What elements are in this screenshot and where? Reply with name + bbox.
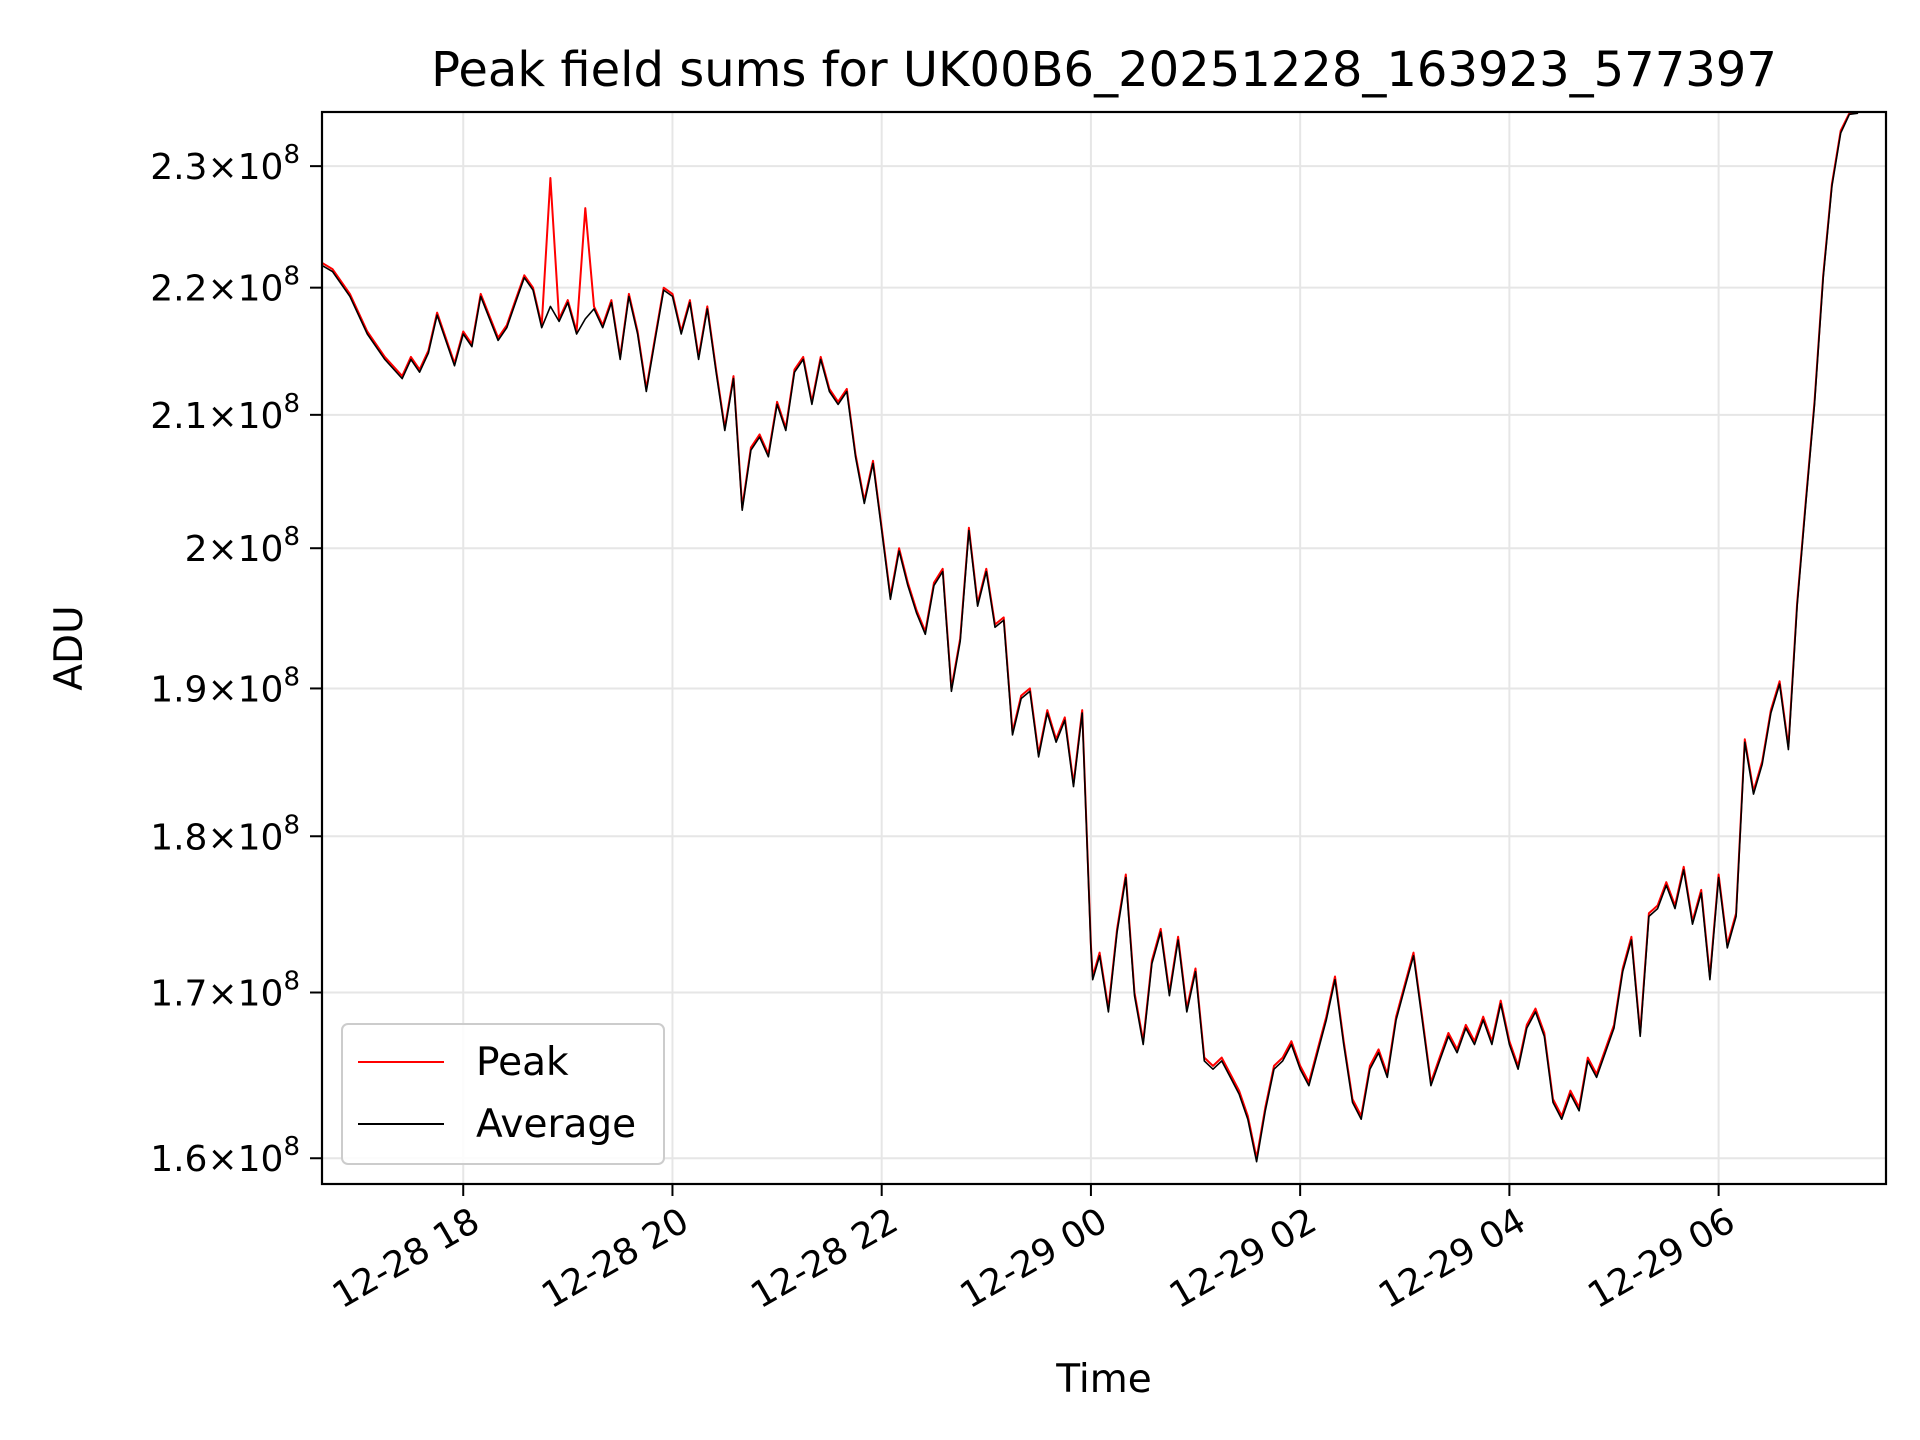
y-tick-exponent: 8 xyxy=(283,389,300,419)
y-tick-mantissa: 2 xyxy=(185,529,208,570)
legend-box xyxy=(341,1023,665,1165)
y-tick-label: 2.1×108 xyxy=(150,389,300,437)
y-tick-mantissa: 2.1 xyxy=(150,396,207,437)
y-tick-times: × xyxy=(207,817,237,858)
x-axis-label: Time xyxy=(1055,1357,1151,1402)
y-tick-label: 2×108 xyxy=(185,522,300,570)
y-tick-times: × xyxy=(207,269,237,310)
y-tick-base: 10 xyxy=(238,269,284,310)
y-tick-base: 10 xyxy=(238,669,284,710)
y-tick-base: 10 xyxy=(238,1139,284,1180)
y-tick-base: 10 xyxy=(238,529,284,570)
y-tick-exponent: 8 xyxy=(283,1132,300,1162)
y-tick-label: 1.6×108 xyxy=(150,1132,300,1180)
y-tick-base: 10 xyxy=(238,817,284,858)
y-axis: 1.6×1081.7×1081.8×1081.9×1082×1082.1×108… xyxy=(150,140,322,1180)
y-tick-exponent: 8 xyxy=(283,522,300,552)
y-tick-times: × xyxy=(207,974,237,1015)
series-line-average xyxy=(322,112,1859,1163)
series-layer xyxy=(322,112,1859,1163)
y-tick-mantissa: 1.9 xyxy=(150,669,207,710)
y-tick-exponent: 8 xyxy=(283,810,300,840)
y-tick-label: 2.3×108 xyxy=(150,140,300,188)
y-tick-label: 1.9×108 xyxy=(150,662,300,710)
y-tick-times: × xyxy=(207,669,237,710)
legend-label-peak: Peak xyxy=(476,1040,569,1085)
y-tick-exponent: 8 xyxy=(283,140,300,170)
y-tick-exponent: 8 xyxy=(283,662,300,692)
y-tick-base: 10 xyxy=(238,147,284,188)
y-tick-base: 10 xyxy=(238,974,284,1015)
y-tick-exponent: 8 xyxy=(283,967,300,997)
y-axis-label: ADU xyxy=(47,605,92,690)
chart-title: Peak field sums for UK00B6_20251228_1639… xyxy=(431,42,1777,98)
y-tick-label: 1.7×108 xyxy=(150,967,300,1015)
y-tick-times: × xyxy=(207,529,237,570)
y-tick-times: × xyxy=(207,396,237,437)
y-tick-mantissa: 1.8 xyxy=(150,817,207,858)
y-tick-label: 1.8×108 xyxy=(150,810,300,858)
grid xyxy=(322,112,1886,1184)
y-tick-mantissa: 2.3 xyxy=(150,147,207,188)
y-tick-times: × xyxy=(207,147,237,188)
y-tick-mantissa: 1.7 xyxy=(150,974,207,1015)
legend-label-average: Average xyxy=(476,1102,636,1147)
plot-frame xyxy=(320,110,1888,1186)
y-tick-mantissa: 1.6 xyxy=(150,1139,207,1180)
y-tick-exponent: 8 xyxy=(283,262,300,292)
y-tick-times: × xyxy=(207,1139,237,1180)
y-tick-base: 10 xyxy=(238,396,284,437)
y-tick-mantissa: 2.2 xyxy=(150,269,207,310)
legend: Peak Average xyxy=(341,1023,665,1165)
y-tick-label: 2.2×108 xyxy=(150,262,300,310)
